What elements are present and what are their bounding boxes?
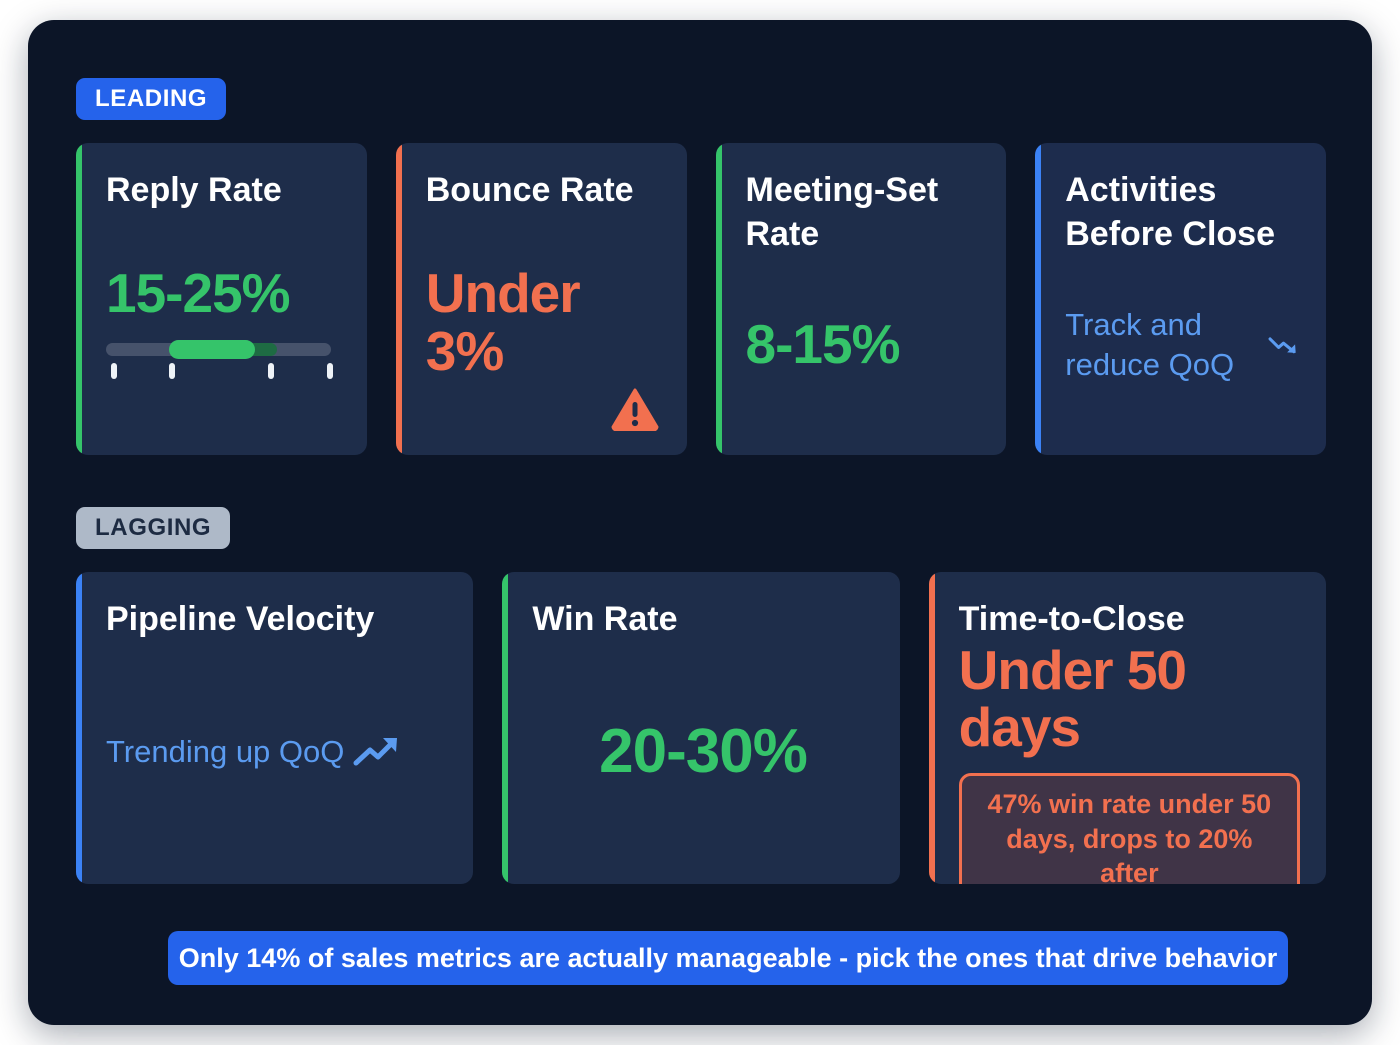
section-badge-lagging: LAGGING: [76, 507, 231, 549]
trend-down-icon: [1268, 336, 1296, 353]
metric-card-value: 20-30%: [599, 717, 808, 787]
metric-card-value: Under 3%: [425, 262, 581, 382]
section-badge-leading: LEADING: [76, 78, 227, 120]
metric-card-value: 8-15%: [745, 312, 901, 375]
dashboard-panel: LEADING Reply Rate 15-25%: [28, 20, 1372, 1025]
summary-banner: Only 14% of sales metrics are actually m…: [168, 931, 1288, 985]
metric-card-time-to-close[interactable]: Time-to-Close Under 50 days 47% win rate…: [928, 572, 1326, 884]
metric-card-title: Time-to-Close: [958, 600, 1185, 638]
metric-card-title: Pipeline Velocity: [106, 600, 375, 638]
metric-card-activities-before-close[interactable]: Activities Before Close Track and reduce…: [1035, 143, 1326, 455]
leading-card-grid: Reply Rate 15-25%: [76, 143, 1326, 455]
accent-bar-red: [395, 143, 402, 455]
metric-card-body: Under 3%: [426, 213, 661, 433]
accent-bar-green: [76, 143, 82, 455]
accent-bar-green: [715, 143, 722, 455]
metric-card-alert: 47% win rate under 50 days, drops to 20%…: [958, 773, 1300, 884]
reply-rate-progress[interactable]: [106, 340, 333, 380]
metric-card-bounce-rate[interactable]: Bounce Rate Under 3%: [395, 143, 687, 455]
metric-card-win-rate[interactable]: Win Rate 20-30%: [502, 572, 900, 884]
metric-card-body: 15-25%: [106, 213, 341, 433]
summary-banner-text: Only 14% of sales metrics are actually m…: [178, 942, 1278, 973]
metric-card-note: Trending up QoQ: [106, 733, 345, 769]
accent-bar-blue: [1035, 143, 1042, 455]
lagging-card-grid: Pipeline Velocity Trending up QoQ Win Ra…: [76, 572, 1326, 884]
progress-tick: [268, 363, 274, 380]
warning-triangle-icon: [611, 388, 658, 431]
progress-tick: [110, 363, 117, 380]
accent-bar-green: [502, 572, 509, 884]
metric-card-pipeline-velocity[interactable]: Pipeline Velocity Trending up QoQ: [76, 572, 474, 884]
progress-tick: [169, 363, 175, 380]
metric-card-value: Under 50 days: [958, 638, 1187, 759]
metric-card-title: Meeting-Set Rate: [745, 171, 939, 253]
section-badge-leading-label: LEADING: [95, 85, 208, 112]
trend-up-icon: [353, 737, 398, 766]
section-badge-lagging-label: LAGGING: [95, 514, 212, 541]
metric-card-title: Bounce Rate: [425, 171, 634, 209]
metric-card-body: Track and reduce QoQ: [1065, 256, 1300, 433]
metric-card-body: 20-30%: [532, 642, 873, 862]
metric-card-reply-rate[interactable]: Reply Rate 15-25%: [76, 143, 367, 455]
accent-bar-red: [928, 572, 935, 884]
metric-card-title: Win Rate: [532, 600, 678, 638]
metric-card-body: Under 50 days 47% win rate under 50 days…: [958, 638, 1300, 884]
metric-card-note: Track and reduce QoQ: [1065, 306, 1235, 382]
progress-fill: [169, 340, 255, 360]
metric-card-meeting-set-rate[interactable]: Meeting-Set Rate 8-15%: [715, 143, 1007, 455]
accent-bar-blue: [76, 572, 82, 884]
metric-card-body: 8-15%: [746, 256, 981, 433]
metric-card-note-row: Track and reduce QoQ: [1065, 305, 1300, 384]
progress-track: [106, 340, 331, 360]
progress-tick: [326, 363, 333, 380]
metric-card-title: Activities Before Close: [1065, 171, 1275, 253]
metric-card-note-row: Trending up QoQ: [106, 732, 447, 772]
metric-card-value: 15-25%: [106, 262, 291, 325]
metric-card-title: Reply Rate: [106, 171, 282, 209]
metric-card-body: Trending up QoQ: [106, 642, 447, 862]
progress-tick-group: [106, 363, 333, 380]
